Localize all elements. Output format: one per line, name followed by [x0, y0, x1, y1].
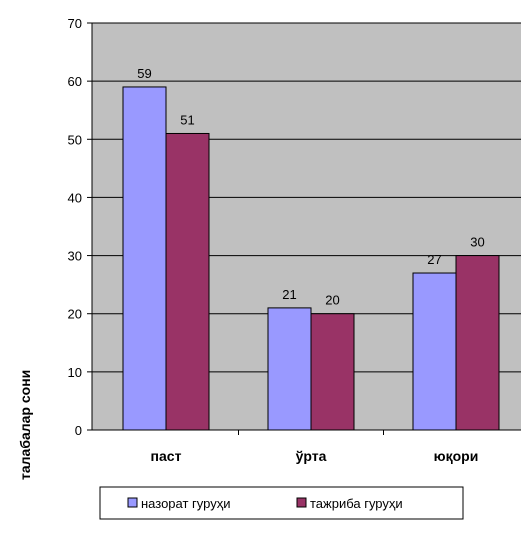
y-axis-label: талабалар сони [17, 370, 33, 480]
legend-swatch [296, 497, 307, 508]
y-tick-label: 70 [68, 16, 82, 31]
bar [165, 132, 210, 431]
x-axis: паст ўрта юқори [92, 429, 521, 464]
legend-entry: тажриба гуруҳи [310, 496, 403, 511]
legend-swatch [127, 497, 138, 508]
data-label: 21 [282, 287, 296, 302]
data-label: 59 [137, 66, 151, 81]
y-tick-label: 10 [68, 365, 82, 380]
x-tick-label: ўрта [296, 448, 327, 464]
data-label: 51 [180, 112, 194, 127]
bar [122, 86, 167, 431]
data-labels: 59 51 21 20 27 30 [137, 66, 484, 308]
y-tick-label: 20 [68, 307, 82, 322]
bar [412, 272, 457, 431]
legend-box [99, 486, 464, 520]
data-label: 30 [470, 235, 484, 250]
y-tick-label: 50 [68, 132, 82, 147]
bar [310, 313, 355, 431]
y-tick-label: 0 [75, 423, 82, 438]
y-tick-label: 30 [68, 249, 82, 264]
data-label: 20 [325, 293, 339, 308]
x-tick-label: юқори [434, 448, 479, 464]
bar [267, 307, 312, 431]
legend: назорат гуруҳи тажриба гуруҳи [99, 486, 464, 520]
y-tick-label: 40 [68, 190, 82, 205]
bar [455, 255, 500, 431]
bars [122, 86, 500, 431]
data-label: 27 [427, 252, 441, 267]
x-tick-label: паст [151, 448, 182, 464]
y-tick-label: 60 [68, 74, 82, 89]
y-axis: 0 10 20 30 40 50 60 70 [68, 16, 93, 438]
legend-entry: назорат гуруҳи [141, 496, 231, 511]
